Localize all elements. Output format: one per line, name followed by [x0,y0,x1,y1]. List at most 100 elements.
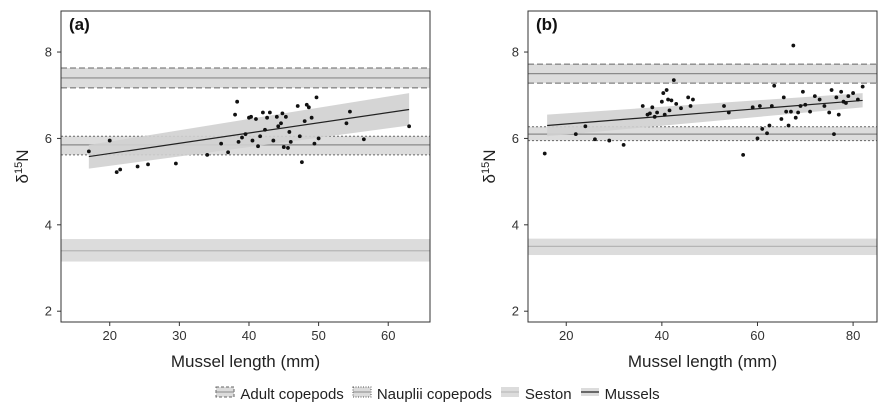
data-point [686,95,691,100]
data-point [829,88,834,92]
data-point [299,160,304,165]
panel-border [60,10,431,323]
data-point [851,91,855,95]
y-axis-label-superscript: 15 [480,162,492,174]
y-axis-label: δ15N [480,150,499,184]
legend-key-dashed-band [215,385,235,403]
data-point [146,162,150,167]
data-point [267,110,272,115]
legend-label: Mussels [604,385,660,403]
y-axis-label: δ15N [13,150,32,184]
data-point [671,78,676,83]
data-point [652,114,657,119]
data-point [664,88,669,92]
data-point [757,104,762,108]
data-point [827,110,832,115]
data-point [667,108,672,113]
data-point [817,97,822,102]
data-point [344,121,349,126]
data-point [779,117,784,121]
data-point [832,132,836,137]
data-point [679,106,683,111]
data-point [796,110,801,115]
plot-area [528,43,877,256]
data-point [822,104,827,108]
data-point [107,138,112,143]
data-point [286,146,290,150]
data-point [306,105,311,110]
data-point [281,145,286,149]
data-point [808,109,812,114]
data-point [844,101,848,105]
data-point [263,127,267,132]
data-point [793,115,798,120]
y-tick-label: 2 [45,304,52,319]
data-point [173,161,178,166]
data-point [219,141,224,146]
chart-panel-1: 20 30 40 50 60 2 4 6 8 Mussel length (mm) δ15N (a) [13,10,431,371]
data-point [314,95,319,100]
data-point [834,95,839,100]
regression-line [88,108,410,158]
data-point [297,134,302,139]
data-point [316,136,321,141]
data-point [640,104,645,108]
data-point [542,151,547,156]
data-point [800,89,805,94]
x-tick-label: 30 [172,328,186,343]
data-point [348,109,352,114]
legend-key-band [500,385,520,403]
panel-label: (b) [536,15,558,34]
data-point [765,131,769,136]
y-tick-label: 8 [512,45,519,60]
x-tick-label: 60 [750,328,764,343]
data-point [279,121,283,126]
data-point [280,111,285,116]
data-point [205,152,210,157]
data-point [226,150,230,155]
data-point [288,139,293,144]
data-point [659,99,664,104]
data-point [786,123,791,128]
legend-label: Nauplii copepods [376,385,492,403]
data-point [648,111,652,116]
data-point [812,94,817,98]
data-point [258,134,263,139]
data-point [791,43,796,48]
y-tick-label: 4 [512,217,519,232]
data-point [302,119,307,124]
data-point [781,95,786,100]
legend-key-dotted-band [352,385,372,403]
data-point [767,123,772,128]
data-point [726,110,731,115]
legend-item-mussels: Mussels [580,385,660,403]
data-point [304,102,309,107]
legend-item-seston: Seston [500,385,572,403]
data-point [256,144,260,149]
data-point [236,139,241,144]
data-point [250,138,255,143]
data-point [789,109,793,114]
y-tick-label: 2 [512,304,519,319]
regression-ci-ribbon [547,93,863,137]
data-point [798,104,803,108]
x-tick-label: 80 [846,328,860,343]
legend-key-line-band [580,385,600,403]
x-tick-label: 20 [559,328,573,343]
y-axis-label-element: N [480,150,499,162]
data-point [741,152,746,157]
data-point [271,138,276,143]
data-point [261,110,265,115]
data-point [803,102,808,107]
data-point [688,104,693,108]
data-point [722,104,726,108]
data-point [655,110,659,115]
data-point [650,105,655,110]
y-tick-label: 8 [45,45,52,60]
x-tick-label: 40 [655,328,669,343]
data-point [860,84,865,89]
panel-border [527,10,878,323]
data-point [254,117,258,121]
data-point [836,112,841,117]
